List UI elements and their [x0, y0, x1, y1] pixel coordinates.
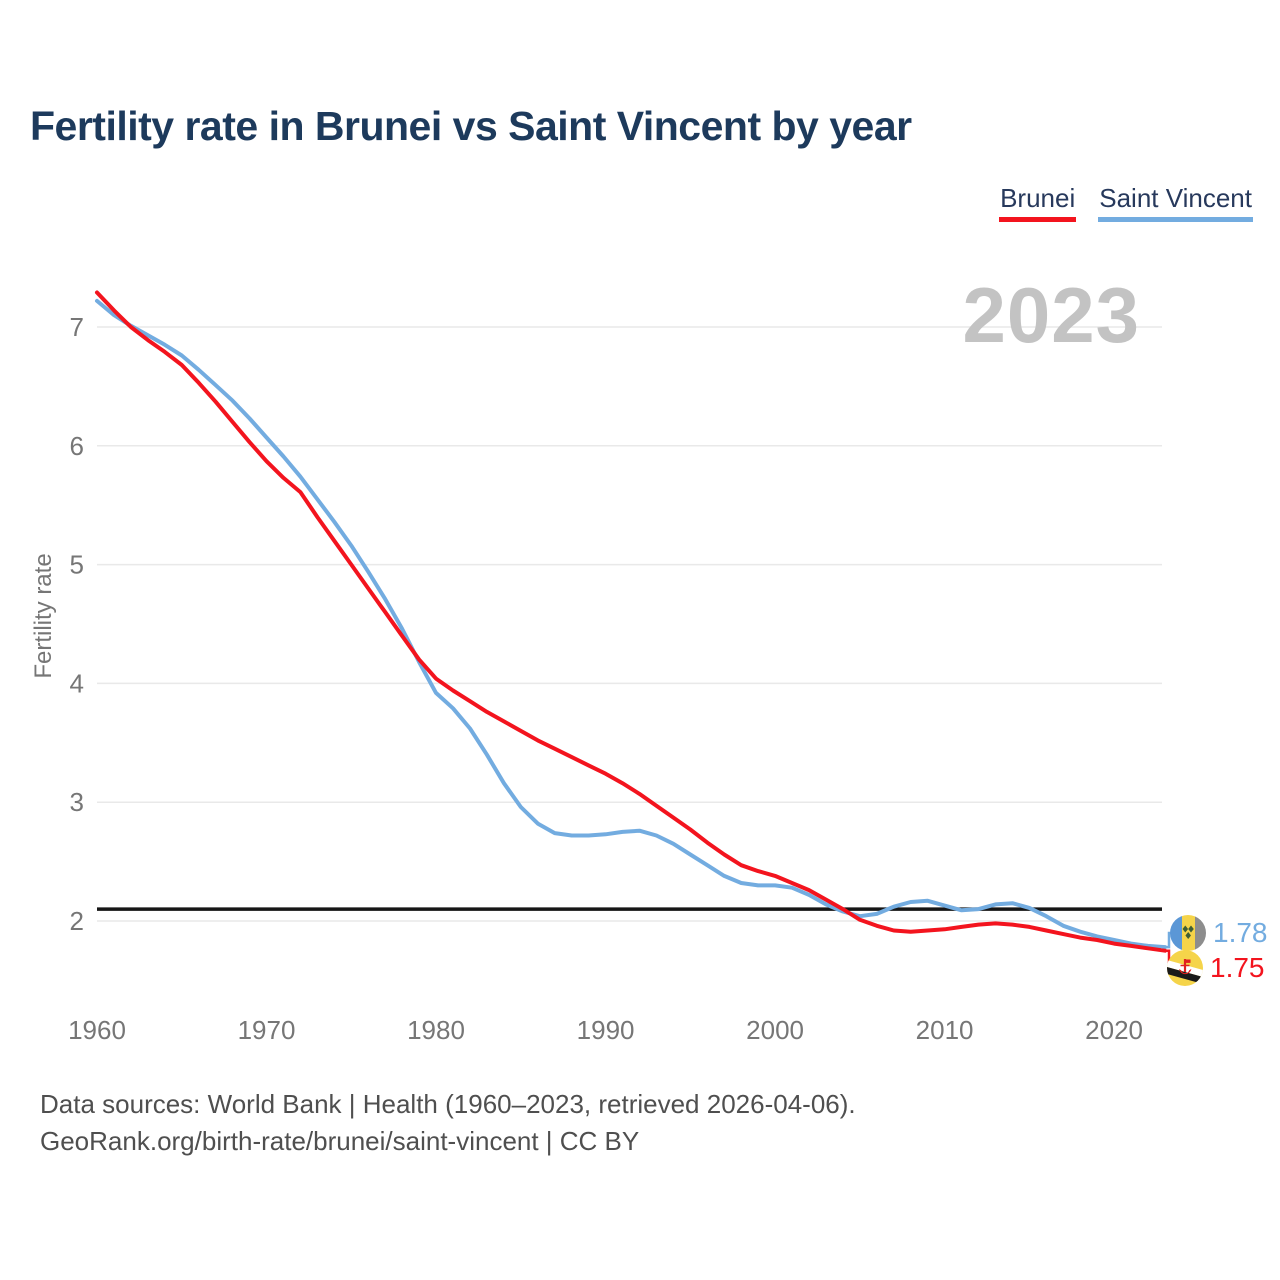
x-tick-label-1970: 1970: [238, 1015, 296, 1045]
x-tick-label-1990: 1990: [577, 1015, 635, 1045]
y-tick-label-2: 2: [70, 906, 84, 936]
x-tick-label-2020: 2020: [1085, 1015, 1143, 1045]
x-tick-label-2010: 2010: [916, 1015, 974, 1045]
x-tick-label-1960: 1960: [68, 1015, 126, 1045]
x-tick-label-2000: 2000: [746, 1015, 804, 1045]
y-axis-title: Fertility rate: [30, 553, 57, 679]
footer-attribution-line: GeoRank.org/birth-rate/brunei/saint-vinc…: [40, 1126, 640, 1156]
end-value-brunei: 1.75: [1210, 952, 1265, 983]
legend-item-brunei[interactable]: Brunei: [999, 183, 1077, 222]
chart-title: Fertility rate in Brunei vs Saint Vincen…: [30, 103, 912, 149]
y-tick-label-4: 4: [70, 668, 84, 698]
end-label-brunei: 1.75: [1167, 950, 1265, 986]
brunei-line: [95, 290, 1167, 953]
legend: Brunei Saint Vincent: [999, 183, 1253, 222]
year-watermark: 2023: [962, 271, 1140, 359]
y-tick-label-3: 3: [70, 787, 84, 817]
brunei-flag-icon: [1167, 950, 1203, 986]
end-label-saint-vincent: 1.78: [1170, 915, 1268, 951]
legend-underline-brunei: [999, 217, 1077, 222]
end-value-saint-vincent: 1.78: [1213, 917, 1268, 948]
footer: Data sources: World Bank | Health (1960–…: [40, 1086, 856, 1160]
x-tick-label-1980: 1980: [407, 1015, 465, 1045]
saint-vincent-flag-icon: [1170, 915, 1206, 951]
footer-sources-line: Data sources: World Bank | Health (1960–…: [40, 1089, 856, 1119]
y-tick-label-5: 5: [70, 550, 84, 580]
legend-label-saint-vincent: Saint Vincent: [1099, 183, 1252, 213]
legend-item-saint-vincent[interactable]: Saint Vincent: [1098, 183, 1253, 222]
y-tick-label-7: 7: [70, 312, 84, 342]
saint-vincent-line: [95, 298, 1167, 950]
y-tick-label-6: 6: [70, 431, 84, 461]
legend-underline-saint-vincent: [1098, 217, 1253, 222]
legend-label-brunei: Brunei: [1000, 183, 1076, 213]
